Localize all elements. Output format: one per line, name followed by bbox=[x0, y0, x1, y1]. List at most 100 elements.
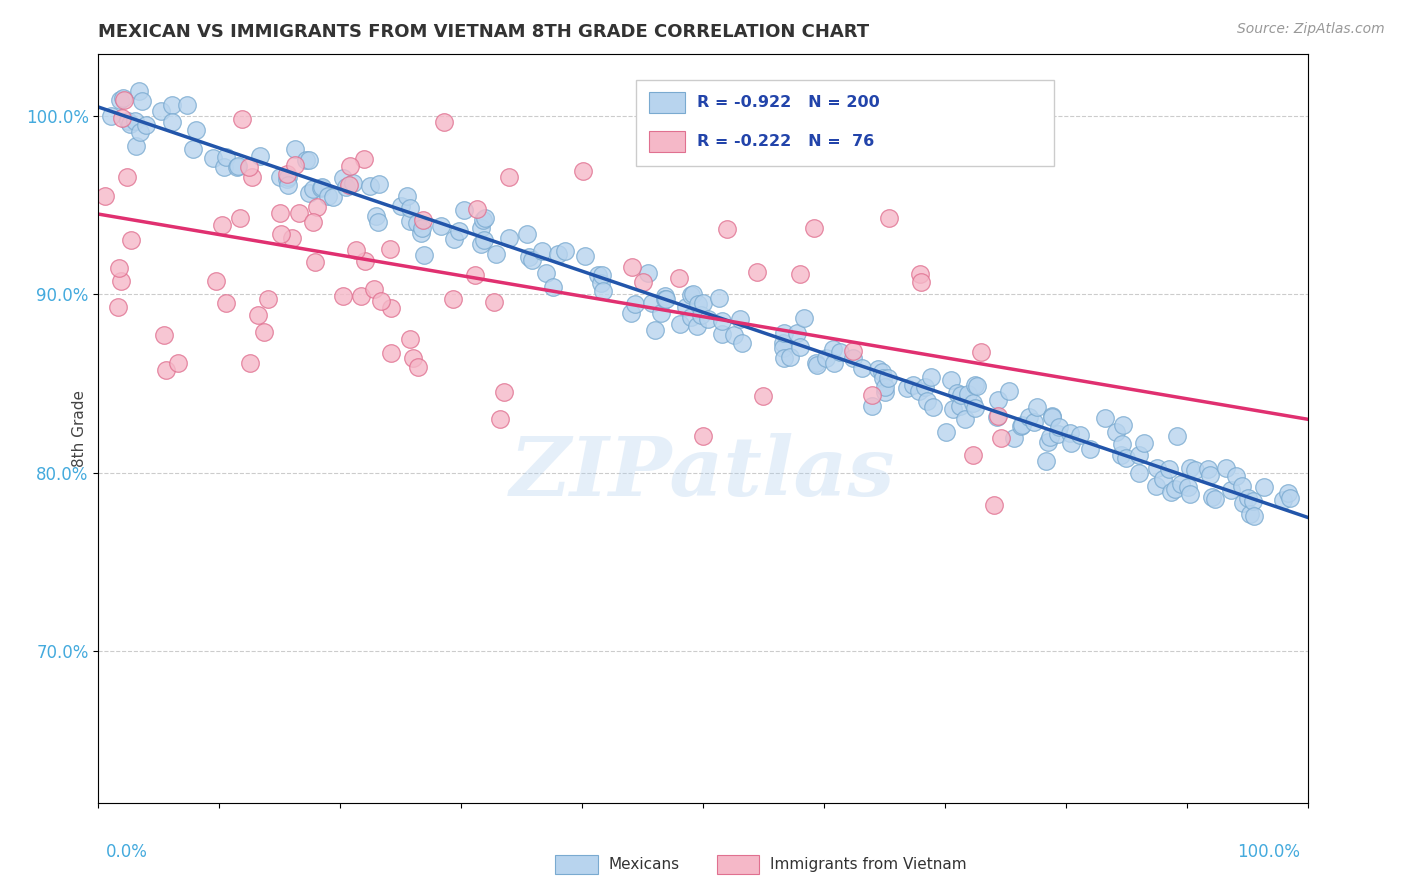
Point bbox=[1036, 435, 1059, 450]
Point bbox=[359, 179, 381, 194]
Point bbox=[914, 380, 936, 394]
Point bbox=[877, 371, 900, 385]
Point bbox=[541, 280, 564, 294]
Point bbox=[723, 328, 745, 343]
Point bbox=[128, 84, 150, 98]
Point bbox=[441, 292, 464, 306]
Point bbox=[398, 213, 420, 227]
Point bbox=[344, 243, 367, 257]
Point bbox=[696, 311, 718, 326]
Point bbox=[494, 384, 516, 399]
Point bbox=[1184, 463, 1206, 477]
Point bbox=[152, 327, 174, 342]
Point bbox=[318, 188, 340, 202]
Point bbox=[489, 412, 512, 426]
Point bbox=[620, 306, 643, 320]
Point bbox=[350, 289, 373, 303]
Point bbox=[288, 206, 311, 220]
Point bbox=[482, 294, 505, 309]
Point bbox=[395, 188, 418, 202]
Point bbox=[586, 268, 609, 283]
Point bbox=[730, 311, 752, 326]
Point bbox=[554, 244, 576, 258]
Point bbox=[363, 282, 385, 296]
Point bbox=[110, 274, 132, 288]
Point bbox=[941, 373, 963, 387]
Point bbox=[298, 186, 321, 200]
Point bbox=[779, 350, 801, 364]
Point bbox=[1199, 467, 1222, 482]
Point bbox=[1253, 480, 1275, 494]
Point bbox=[166, 356, 188, 370]
Point bbox=[686, 297, 709, 311]
Point bbox=[337, 178, 360, 192]
Point bbox=[987, 392, 1010, 407]
Point bbox=[406, 216, 429, 230]
Point bbox=[1157, 462, 1180, 476]
Point bbox=[1039, 430, 1062, 444]
Point bbox=[160, 97, 183, 112]
Point bbox=[1069, 428, 1091, 442]
Point bbox=[1133, 436, 1156, 450]
Point bbox=[686, 318, 709, 333]
Point bbox=[135, 118, 157, 132]
Point bbox=[949, 399, 972, 413]
Point bbox=[1278, 491, 1301, 505]
Point bbox=[1128, 449, 1150, 463]
Point bbox=[910, 275, 932, 289]
Point bbox=[412, 248, 434, 262]
Point bbox=[1105, 425, 1128, 440]
Point bbox=[1111, 437, 1133, 451]
Point bbox=[679, 287, 702, 301]
Point bbox=[430, 219, 453, 233]
Point bbox=[710, 314, 733, 328]
Point bbox=[842, 351, 865, 365]
Point bbox=[841, 344, 863, 359]
Point bbox=[277, 169, 299, 184]
Point bbox=[474, 211, 496, 225]
Point bbox=[402, 351, 425, 365]
Point bbox=[249, 148, 271, 162]
Point bbox=[269, 205, 291, 219]
Text: R = -0.922   N = 200: R = -0.922 N = 200 bbox=[697, 95, 880, 110]
Point bbox=[1178, 461, 1201, 475]
Point bbox=[591, 276, 613, 290]
Point bbox=[806, 356, 828, 370]
Point bbox=[516, 227, 538, 242]
Point bbox=[378, 243, 401, 257]
Point bbox=[922, 400, 945, 414]
Point bbox=[276, 172, 298, 186]
Point bbox=[276, 167, 298, 181]
Text: MEXICAN VS IMMIGRANTS FROM VIETNAM 8TH GRADE CORRELATION CHART: MEXICAN VS IMMIGRANTS FROM VIETNAM 8TH G… bbox=[98, 23, 869, 41]
Point bbox=[1177, 480, 1199, 494]
Point bbox=[225, 160, 247, 174]
Point bbox=[1040, 409, 1063, 423]
Point bbox=[205, 274, 228, 288]
Point bbox=[128, 125, 150, 139]
Point bbox=[1166, 429, 1188, 443]
Point bbox=[215, 150, 238, 164]
Point bbox=[155, 363, 177, 377]
Point bbox=[860, 388, 883, 402]
Point bbox=[877, 211, 900, 225]
Point bbox=[257, 293, 280, 307]
Point bbox=[269, 169, 291, 184]
Point bbox=[1164, 482, 1187, 496]
Point bbox=[983, 498, 1005, 512]
Point bbox=[111, 112, 134, 126]
Point bbox=[690, 308, 713, 322]
Point bbox=[498, 230, 520, 244]
Point bbox=[692, 296, 714, 310]
Point bbox=[295, 153, 318, 168]
Point bbox=[824, 355, 846, 369]
Point bbox=[309, 181, 332, 195]
Point bbox=[621, 260, 644, 274]
Point bbox=[1201, 490, 1223, 504]
Point bbox=[1040, 410, 1063, 425]
Point bbox=[1170, 477, 1192, 491]
Point bbox=[962, 448, 984, 462]
Point bbox=[211, 219, 233, 233]
Point bbox=[519, 250, 541, 264]
Text: ZIPatlas: ZIPatlas bbox=[510, 434, 896, 513]
Point bbox=[107, 300, 129, 314]
